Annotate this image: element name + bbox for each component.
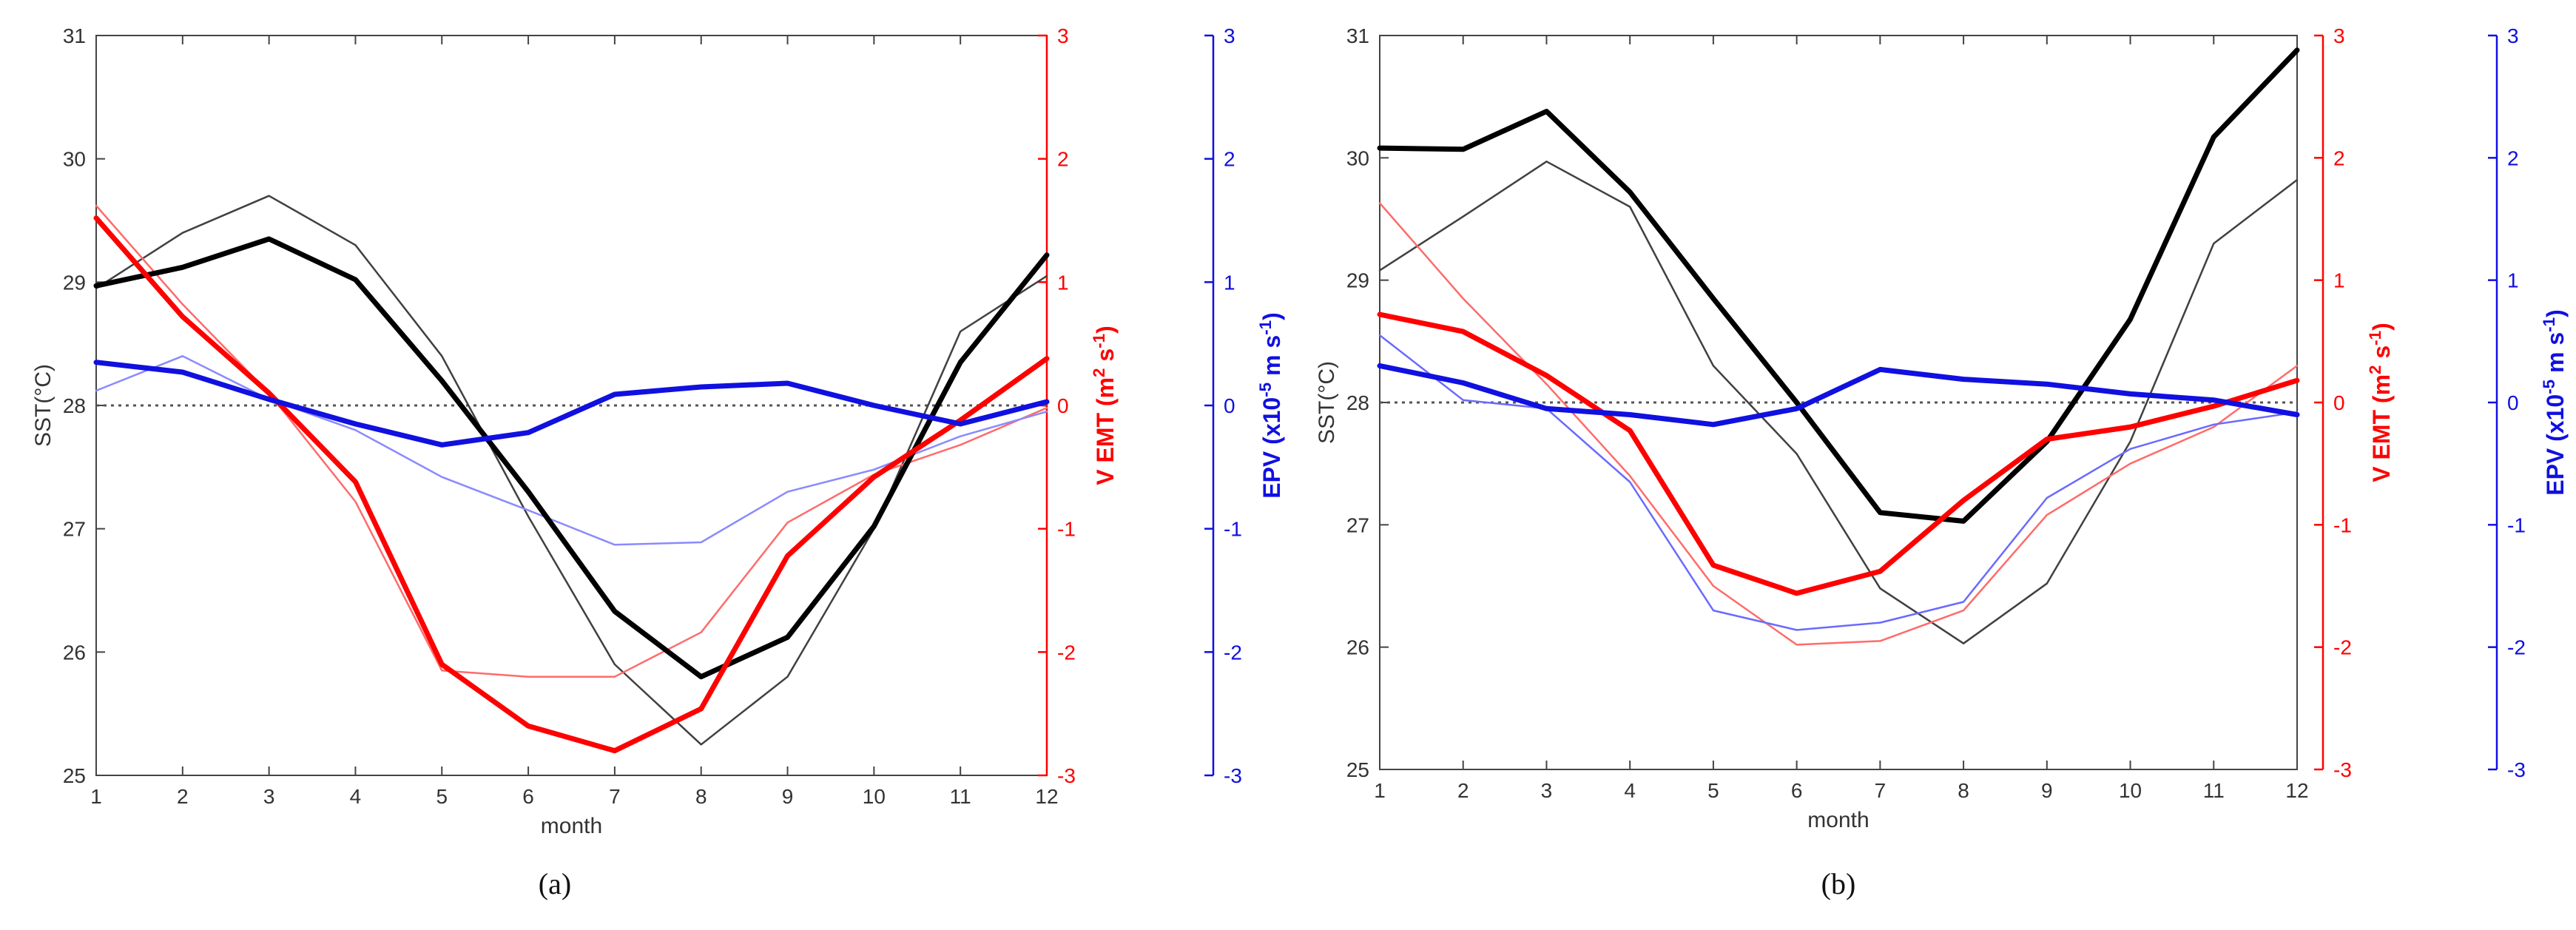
left-tick-label: 26	[1346, 636, 1369, 659]
x-tick-label: 12	[1035, 785, 1058, 808]
vemt-tick-label: -1	[1057, 518, 1076, 541]
x-tick-label: 5	[1707, 779, 1719, 802]
left-tick-label: 31	[1346, 24, 1369, 47]
x-tick-label: 3	[1541, 779, 1553, 802]
x-tick-label: 6	[522, 785, 534, 808]
epv-tick-label: 3	[2507, 24, 2519, 47]
x-tick-label: 4	[1624, 779, 1636, 802]
x-tick-label: 2	[1457, 779, 1469, 802]
chart-panel-a: 1 2 3 4 5 6 7 8 9 10 11 12month25262728293031SST(°C…	[31, 24, 1285, 900]
left-tick-label: 28	[1346, 391, 1369, 414]
left-tick-label: 29	[63, 271, 86, 294]
x-tick-label: 9	[2041, 779, 2053, 802]
x-axis-label: month	[541, 814, 602, 838]
vemt-tick-label: 0	[1057, 394, 1069, 417]
x-tick-label: 1	[90, 785, 102, 808]
x-tick-label: 9	[782, 785, 794, 808]
series-line-v-emt-thin	[1378, 202, 2299, 646]
left-tick-label: 26	[63, 641, 86, 664]
series-line-sst-thin	[1378, 161, 2299, 644]
vemt-axis-label: V EMT (m2 s-1)	[1090, 326, 1119, 485]
epv-tick-label: -3	[2507, 758, 2526, 781]
x-tick-label: 7	[1875, 779, 1887, 802]
x-tick-label: 10	[863, 785, 886, 808]
vemt-tick-label: -3	[1057, 764, 1076, 787]
left-tick-label: 27	[63, 518, 86, 541]
epv-tick-label: -3	[1224, 764, 1242, 787]
x-tick-label: 2	[177, 785, 189, 808]
x-tick-label: 11	[2203, 779, 2225, 802]
vemt-tick-label: 2	[1057, 148, 1069, 171]
vemt-tick-label: 1	[1057, 271, 1069, 294]
x-tick-label: 8	[695, 785, 707, 808]
epv-tick-label: 1	[2507, 269, 2519, 292]
vemt-tick-label: 2	[2333, 146, 2345, 169]
vemt-tick-label: 1	[2333, 269, 2345, 292]
x-tick-label: 10	[2119, 779, 2142, 802]
series-line-v-emt-thick	[1377, 311, 2300, 596]
left-tick-label: 31	[63, 24, 86, 47]
x-tick-label: 3	[263, 785, 275, 808]
vemt-tick-label: -2	[2333, 636, 2352, 659]
epv-axis-label: EPV (x10-5 m s-1)	[1256, 312, 1286, 499]
x-axis-label: month	[1807, 808, 1869, 832]
series-line-sst-thick	[1377, 47, 2300, 524]
left-tick-label: 28	[63, 394, 86, 417]
vemt-tick-label: -3	[2333, 758, 2352, 781]
left-axis-label: SST(°C)	[1315, 361, 1339, 444]
series-line-epv-thick	[93, 360, 1050, 448]
vemt-axis-label: V EMT (m2 s-1)	[2366, 323, 2395, 482]
epv-tick-label: 3	[1224, 24, 1235, 47]
left-tick-label: 30	[63, 148, 86, 171]
series-line-sst-thick	[93, 236, 1050, 680]
x-tick-label: 7	[609, 785, 621, 808]
panel-label: (a)	[539, 867, 571, 900]
epv-tick-label: -2	[1224, 641, 1242, 664]
x-tick-label: 12	[2285, 779, 2308, 802]
vemt-tick-label: 0	[2333, 391, 2345, 414]
left-tick-label: 27	[1346, 513, 1369, 536]
left-tick-label: 25	[1346, 758, 1369, 781]
epv-tick-label: -2	[2507, 636, 2526, 659]
epv-tick-label: 1	[1224, 271, 1235, 294]
epv-tick-label: -1	[1224, 518, 1242, 541]
vemt-tick-label: -1	[2333, 513, 2352, 536]
x-tick-label: 1	[1374, 779, 1386, 802]
epv-tick-label: 0	[2507, 391, 2519, 414]
chart-panel-b: 1 2 3 4 5 6 7 8 9 10 11 12month25262728293031SST(°C…	[1315, 24, 2569, 900]
x-tick-label: 6	[1791, 779, 1803, 802]
epv-tick-label: 2	[2507, 146, 2519, 169]
left-tick-label: 25	[63, 764, 86, 787]
vemt-tick-label: 3	[2333, 24, 2345, 47]
vemt-tick-label: -2	[1057, 641, 1076, 664]
epv-tick-label: -1	[2507, 513, 2526, 536]
series-line-v-emt-thick	[93, 215, 1050, 754]
vemt-tick-label: 3	[1057, 24, 1069, 47]
x-tick-label: 11	[950, 785, 971, 808]
series-line-epv-thick	[1377, 363, 2300, 428]
x-tick-label: 4	[350, 785, 362, 808]
left-tick-label: 30	[1346, 146, 1369, 169]
series-line-epv-thin	[1378, 334, 2299, 631]
panel-label: (b)	[1821, 867, 1856, 900]
left-tick-label: 29	[1346, 269, 1369, 292]
x-tick-label: 8	[1958, 779, 1969, 802]
left-axis-label: SST(°C)	[31, 364, 55, 447]
epv-tick-label: 2	[1224, 148, 1235, 171]
epv-axis-label: EPV (x10-5 m s-1)	[2540, 309, 2569, 496]
x-tick-label: 5	[436, 785, 448, 808]
series-line-v-emt-thin	[95, 204, 1048, 678]
epv-tick-label: 0	[1224, 394, 1235, 417]
series-line-epv-thin	[95, 355, 1048, 546]
